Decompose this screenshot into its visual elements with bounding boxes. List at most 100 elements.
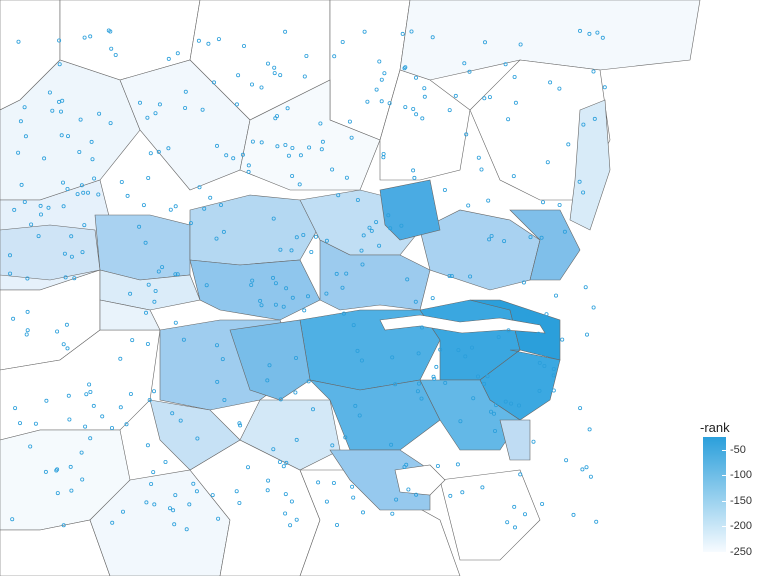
point-marker <box>400 31 405 36</box>
point-marker <box>241 44 246 49</box>
point-marker <box>517 403 522 408</box>
point-marker <box>183 106 188 111</box>
point-marker <box>548 80 553 85</box>
point-marker <box>588 474 593 479</box>
point-marker <box>184 527 189 532</box>
point-marker <box>86 190 91 195</box>
point-marker <box>305 294 310 299</box>
point-marker <box>141 203 146 208</box>
point-marker <box>72 276 77 281</box>
point-marker <box>108 121 113 126</box>
point-marker <box>191 481 196 486</box>
point-marker <box>294 517 299 522</box>
point-marker <box>277 459 282 464</box>
point-marker <box>265 61 270 66</box>
point-marker <box>316 480 321 485</box>
point-marker <box>57 99 62 104</box>
point-marker <box>540 501 545 506</box>
point-marker <box>265 378 270 383</box>
point-marker <box>479 167 484 172</box>
point-marker <box>69 254 74 259</box>
point-marker <box>518 472 523 477</box>
point-marker <box>505 520 510 525</box>
point-marker <box>237 500 242 505</box>
point-marker <box>234 489 239 494</box>
point-marker <box>36 234 41 239</box>
point-marker <box>502 239 507 244</box>
point-marker <box>61 523 66 528</box>
point-marker <box>411 107 416 112</box>
point-marker <box>62 251 67 256</box>
point-marker <box>566 142 571 147</box>
point-marker <box>89 139 94 144</box>
point-marker <box>156 269 161 274</box>
point-marker <box>557 86 562 91</box>
point-marker <box>221 229 226 234</box>
point-marker <box>460 490 465 495</box>
point-marker <box>294 235 299 240</box>
point-marker <box>266 478 271 483</box>
point-marker <box>389 442 394 447</box>
point-marker <box>432 376 437 381</box>
point-marker <box>200 107 205 112</box>
point-marker <box>542 363 547 368</box>
point-marker <box>151 389 156 394</box>
point-marker <box>170 411 175 416</box>
point-marker <box>224 153 229 158</box>
point-marker <box>215 379 220 384</box>
point-marker <box>286 153 291 158</box>
point-marker <box>304 54 309 59</box>
point-marker <box>307 145 312 150</box>
point-marker <box>289 499 294 504</box>
point-marker <box>587 427 592 432</box>
point-marker <box>281 304 286 309</box>
point-marker <box>414 492 419 497</box>
point-marker <box>355 197 360 202</box>
point-marker <box>467 69 472 74</box>
point-marker <box>55 329 60 334</box>
point-marker <box>145 115 150 120</box>
point-marker <box>22 105 27 110</box>
point-marker <box>283 492 288 497</box>
point-marker <box>560 337 565 342</box>
point-marker <box>463 354 468 359</box>
point-marker <box>518 42 523 47</box>
legend-tick-mark <box>722 552 726 553</box>
point-marker <box>324 238 329 243</box>
point-marker <box>144 500 149 505</box>
point-marker <box>336 193 341 198</box>
point-marker <box>149 481 154 486</box>
point-marker <box>108 29 113 34</box>
point-marker <box>344 175 349 180</box>
legend-tick-label: -50 <box>730 443 746 456</box>
point-marker <box>152 299 157 304</box>
point-marker <box>330 167 335 172</box>
point-marker <box>430 296 435 301</box>
point-marker <box>59 133 64 138</box>
point-marker <box>290 295 295 300</box>
point-marker <box>12 207 17 212</box>
point-marker <box>278 247 283 252</box>
point-marker <box>25 276 30 281</box>
point-marker <box>211 80 216 85</box>
point-marker <box>591 305 596 310</box>
point-marker <box>416 381 421 386</box>
point-marker <box>259 140 264 145</box>
point-marker <box>39 212 44 217</box>
point-marker <box>173 493 178 498</box>
point-marker <box>469 345 474 350</box>
point-marker <box>220 357 225 362</box>
point-marker <box>382 71 387 76</box>
region-northern-beaches <box>569 99 611 231</box>
point-marker <box>406 487 411 492</box>
point-marker <box>69 488 74 493</box>
point-marker <box>435 463 440 468</box>
point-marker <box>284 460 289 465</box>
point-marker <box>361 233 366 238</box>
point-marker <box>156 149 161 154</box>
point-marker <box>554 293 559 298</box>
point-marker <box>22 199 27 204</box>
point-marker <box>531 439 536 444</box>
point-marker <box>331 480 336 485</box>
